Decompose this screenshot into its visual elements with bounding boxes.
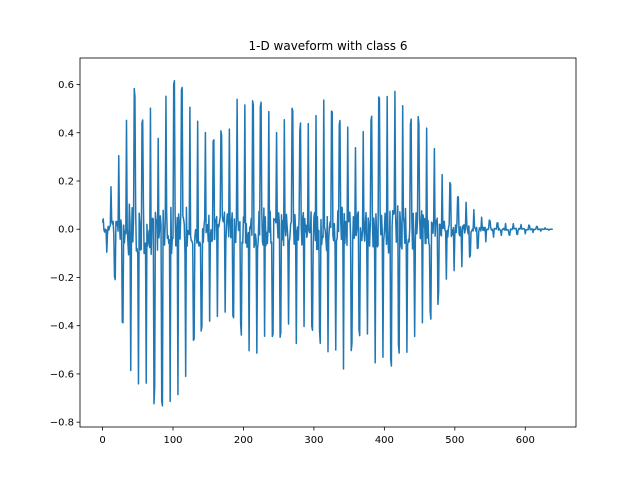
x-tick-label: 300 bbox=[304, 435, 323, 446]
x-tick-label: 400 bbox=[375, 435, 394, 446]
y-tick-label: 0.2 bbox=[58, 177, 74, 188]
y-tick-label: 0.4 bbox=[58, 128, 74, 139]
y-axis-ticks: −0.8 −0.6 −0.4 −0.2 0.0 0.2 0.4 0.6 bbox=[50, 80, 80, 429]
y-tick-label: −0.6 bbox=[50, 369, 74, 380]
waveform-series-line bbox=[101, 80, 553, 407]
y-tick-label: 0.0 bbox=[58, 225, 74, 236]
y-tick-label: −0.2 bbox=[50, 273, 74, 284]
x-tick-label: 100 bbox=[163, 435, 182, 446]
y-tick-label: −0.4 bbox=[50, 321, 74, 332]
y-tick-label: 0.6 bbox=[58, 80, 74, 91]
y-tick-label: −0.8 bbox=[50, 418, 74, 429]
x-tick-label: 500 bbox=[445, 435, 464, 446]
chart-title: 1-D waveform with class 6 bbox=[249, 39, 408, 53]
x-tick-label: 200 bbox=[234, 435, 253, 446]
plot-area bbox=[79, 57, 577, 428]
series-layer bbox=[101, 80, 553, 407]
axes-frame bbox=[79, 57, 577, 428]
x-tick-label: 600 bbox=[516, 435, 535, 446]
x-axis-ticks: 0 100 200 300 400 500 600 bbox=[99, 427, 535, 446]
x-tick-label: 0 bbox=[99, 435, 105, 446]
